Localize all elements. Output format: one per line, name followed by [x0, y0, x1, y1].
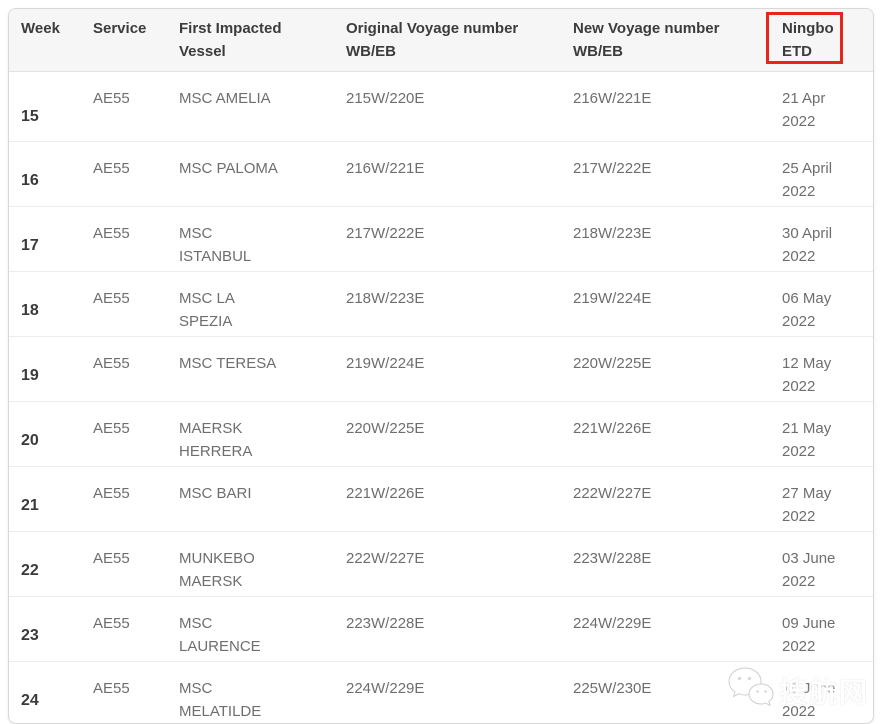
original-voyage-cell: 221W/226E [338, 466, 565, 532]
ningbo-etd-cell: 03 June 2022 [773, 531, 873, 597]
new-voyage-cell: 216W/221E [565, 71, 773, 142]
service-cell: AE55 [85, 206, 171, 272]
week-cell: 24 [21, 692, 39, 709]
table-row: 23 AE55 MSC LAURENCE 223W/228E 224W/229E… [9, 596, 873, 662]
ningbo-etd-cell: 30 April 2022 [773, 206, 873, 272]
original-voyage-cell: 219W/224E [338, 336, 565, 402]
week-cell: 18 [9, 271, 85, 337]
table-row: 22 AE55 MUNKEBO MAERSK 222W/227E 223W/22… [9, 531, 873, 597]
service-cell: AE55 [93, 680, 130, 697]
service-cell: AE55 [85, 401, 171, 467]
new-voyage-cell: 220W/225E [565, 336, 773, 402]
week-cell: 22 [9, 531, 85, 597]
service-cell: AE55 [85, 336, 171, 402]
new-voyage-cell: 222W/227E [565, 466, 773, 532]
week-cell: 15 [9, 71, 85, 142]
ningbo-etd-cell: 25 April 2022 [773, 141, 873, 207]
new-voyage-cell: 219W/224E [565, 271, 773, 337]
header-row: Week Service First Impacted Vessel Origi… [9, 9, 873, 72]
vessel-cell: MSC LAURENCE [171, 596, 338, 662]
new-voyage-cell: 221W/226E [565, 401, 773, 467]
service-cell: AE55 [85, 531, 171, 597]
table-row: 24 AE55 MSC MELATILDE 224W/229E 225W/230… [9, 662, 873, 724]
ningbo-etd-label: Ningbo ETD [782, 20, 834, 60]
table-row: 19 AE55 MSC TERESA 219W/224E 220W/225E 1… [9, 336, 873, 402]
week-cell: 21 [9, 466, 85, 532]
vessel-cell: MSC AMELIA [171, 71, 338, 142]
vessel-cell: MSC LA SPEZIA [171, 271, 338, 337]
original-voyage-cell: 216W/221E [338, 141, 565, 207]
column-header-vessel: First Impacted Vessel [171, 9, 338, 72]
vessel-schedule-table-card: Week Service First Impacted Vessel Origi… [8, 8, 874, 724]
new-voyage-cell: 217W/222E [565, 141, 773, 207]
original-voyage-cell: 222W/227E [338, 531, 565, 597]
new-voyage-cell: 225W/230E [573, 680, 652, 697]
vessel-cell: MSC MELATILDE [179, 680, 262, 720]
service-cell: AE55 [85, 596, 171, 662]
service-cell: AE55 [85, 271, 171, 337]
column-header-original-voyage: Original Voyage number WB/EB [338, 9, 565, 72]
table-row: 16 AE55 MSC PALOMA 216W/221E 217W/222E 2… [9, 141, 873, 207]
table-row: 18 AE55 MSC LA SPEZIA 218W/223E 219W/224… [9, 271, 873, 337]
ningbo-etd-cell: 09 June 2022 [773, 596, 873, 662]
vessel-cell: MSC ISTANBUL [171, 206, 338, 272]
original-voyage-cell: 217W/222E [338, 206, 565, 272]
table-row: 15 AE55 MSC AMELIA 215W/220E 216W/221E 2… [9, 71, 873, 142]
week-cell: 17 [9, 206, 85, 272]
original-voyage-cell: 218W/223E [338, 271, 565, 337]
original-voyage-cell: 223W/228E [338, 596, 565, 662]
vessel-schedule-table: Week Service First Impacted Vessel Origi… [9, 9, 873, 723]
new-voyage-cell: 224W/229E [565, 596, 773, 662]
vessel-cell: MUNKEBO MAERSK [171, 531, 338, 597]
column-header-ningbo-etd: Ningbo ETD [766, 9, 873, 72]
ningbo-etd-cell: 21 Apr 2022 [773, 71, 873, 142]
original-voyage-cell: 224W/229E [346, 680, 425, 697]
column-header-week: Week [9, 9, 85, 72]
week-cell: 19 [9, 336, 85, 402]
ningbo-etd-cell: 27 May 2022 [773, 466, 873, 532]
week-cell: 16 [9, 141, 85, 207]
vessel-cell: MSC PALOMA [171, 141, 338, 207]
ningbo-etd-cell: 06 May 2022 [773, 271, 873, 337]
ningbo-etd-cell: 12 May 2022 [773, 336, 873, 402]
vessel-cell: MAERSK HERRERA [171, 401, 338, 467]
service-cell: AE55 [85, 466, 171, 532]
week-cell: 20 [9, 401, 85, 467]
table-row: 21 AE55 MSC BARI 221W/226E 222W/227E 27 … [9, 466, 873, 532]
table-row: 20 AE55 MAERSK HERRERA 220W/225E 221W/22… [9, 401, 873, 467]
new-voyage-cell: 218W/223E [565, 206, 773, 272]
service-cell: AE55 [85, 141, 171, 207]
week-cell: 23 [9, 596, 85, 662]
new-voyage-cell: 223W/228E [565, 531, 773, 597]
table-header: Week Service First Impacted Vessel Origi… [9, 9, 873, 72]
column-header-service: Service [85, 9, 171, 72]
vessel-cell: MSC BARI [171, 466, 338, 532]
original-voyage-cell: 215W/220E [338, 71, 565, 142]
ningbo-etd-cell: 21 May 2022 [773, 401, 873, 467]
column-header-new-voyage: New Voyage number WB/EB [565, 9, 773, 72]
ningbo-etd-cell: 16 June 2022 [782, 680, 836, 720]
original-voyage-cell: 220W/225E [338, 401, 565, 467]
table-row: 17 AE55 MSC ISTANBUL 217W/222E 218W/223E… [9, 206, 873, 272]
service-cell: AE55 [85, 71, 171, 142]
table-body: 15 AE55 MSC AMELIA 215W/220E 216W/221E 2… [9, 71, 873, 724]
vessel-cell: MSC TERESA [171, 336, 338, 402]
